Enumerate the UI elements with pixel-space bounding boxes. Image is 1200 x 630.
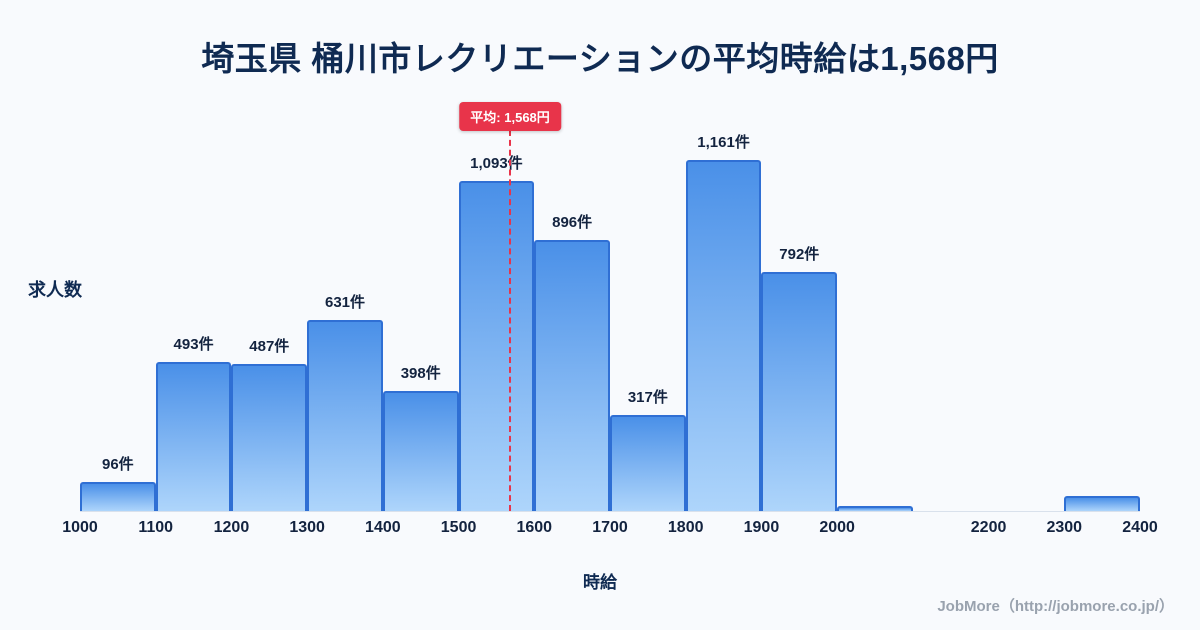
y-axis-label: 求人数	[28, 280, 82, 300]
x-tick-1900: 1900	[743, 519, 780, 536]
x-tick-2000: 2000	[819, 519, 855, 536]
x-tick-2200: 2200	[970, 519, 1007, 536]
bar-2300-2400	[1064, 495, 1140, 511]
x-tick-1200: 1200	[213, 519, 250, 536]
bar-1700-1800	[610, 415, 686, 511]
bar-1000-1100	[80, 481, 156, 511]
bar-1800-1900	[685, 160, 762, 511]
average-line	[509, 130, 512, 511]
bar-value-label: 96件	[102, 455, 134, 473]
bar-value-label: 317件	[627, 389, 668, 407]
bar-2000-2100	[837, 506, 913, 511]
x-tick-1000: 1000	[62, 519, 98, 536]
average-badge: 平均: 1,568円	[459, 102, 561, 131]
bar-1200-1300	[231, 363, 308, 511]
x-tick-1600: 1600	[516, 519, 553, 536]
plot-area: 平均: 1,568円 96件 493件 487件 631件 398件 1,093件 896件…	[80, 102, 1140, 512]
bar-value-label: 398件	[400, 364, 441, 382]
x-tick-1700: 1700	[592, 519, 628, 536]
bar-1300-1400	[307, 320, 383, 511]
x-tick-1500: 1500	[440, 519, 477, 536]
bar-value-label: 631件	[324, 294, 366, 312]
bar-1600-1700	[534, 240, 610, 511]
bar-1400-1500	[382, 390, 459, 511]
footer-credit: JobMore（http://jobmore.co.jp/）	[937, 598, 1174, 615]
bar-value-label: 792件	[779, 245, 820, 263]
x-axis-ticks: 1000 1100 1200 1300 1400 1500 1600 1700 1800 1900…	[62, 519, 1158, 541]
bar-value-label: 896件	[552, 214, 593, 232]
page-title: 埼玉県 桶川市レクリエーションの平均時給は1,568円	[201, 40, 999, 77]
x-tick-1100: 1100	[138, 519, 174, 536]
bar-1500-1600	[458, 180, 535, 511]
bar-value-label: 493件	[173, 335, 214, 353]
x-tick-2300: 2300	[1046, 519, 1083, 536]
x-tick-1400: 1400	[365, 519, 401, 536]
bar-value-label: 1,093件	[470, 154, 523, 172]
bar-1900-2000	[761, 271, 838, 511]
x-tick-1300: 1300	[289, 519, 325, 536]
x-axis-label: 時給	[583, 573, 617, 592]
bar-value-label: 487件	[249, 337, 290, 355]
bar-value-label: 1,161件	[697, 134, 750, 152]
x-tick-2400: 2400	[1122, 519, 1158, 536]
bar-1100-1200	[155, 361, 232, 511]
x-tick-1800: 1800	[667, 519, 704, 536]
